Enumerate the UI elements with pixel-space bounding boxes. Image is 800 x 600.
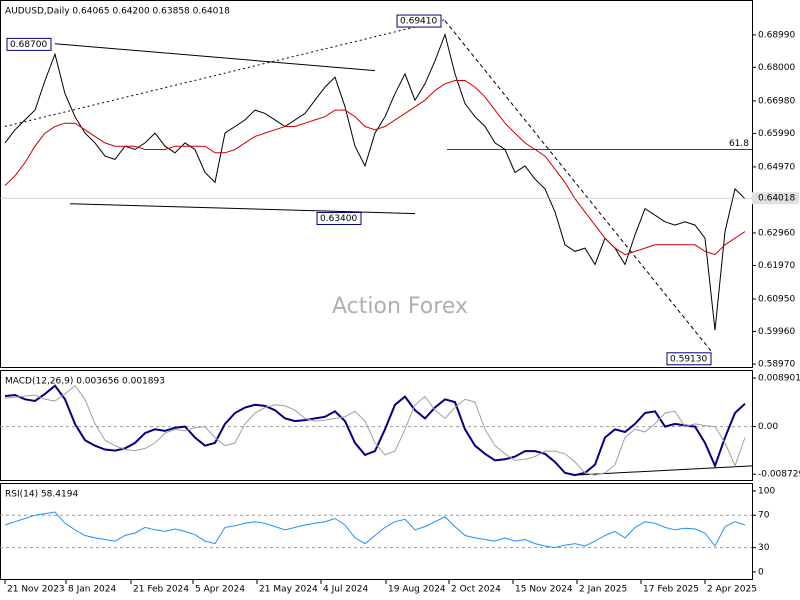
current-label: 0.64018 [758,194,795,204]
series-line [4,32,746,331]
annotation-box [6,37,52,51]
current-box [752,192,799,205]
y-tick-label: 0.58970 [758,360,795,370]
x-tick-label: 21 Nov 2023 [7,585,65,595]
x-tick-label: 2 Apr 2025 [707,585,757,595]
y-tick-label: -0.008729 [758,470,800,480]
y-tick-label: 0.68000 [758,63,795,73]
x-tick-label: 19 Aug 2024 [388,585,446,595]
annotation-box [316,212,362,226]
y-tick-label: 100 [758,486,775,496]
panel-title: RSI(14) 58.4194 [5,490,78,500]
annotation-box [396,14,442,28]
x-tick-label: 21 May 2024 [259,585,318,595]
y-tick-label: 0.61970 [758,261,795,271]
series-line [4,384,746,477]
fib-label: 61.8 [729,139,749,149]
annotation-box [666,352,712,366]
x-tick-label: 15 Nov 2024 [515,585,573,595]
y-tick-label: 0.68990 [758,30,795,40]
y-tick-label: 70 [758,511,770,521]
annotation-label: 0.69410 [400,17,437,27]
x-tick-label: 8 Jan 2024 [68,585,116,595]
y-tick-label: 0.00 [758,422,778,432]
y-tick-label: 0.65990 [758,129,795,139]
x-tick-label: 17 Feb 2025 [643,585,699,595]
trend-line [574,465,753,476]
annotation-label: 0.59130 [670,354,707,364]
annotation-label: 0.68700 [10,40,47,50]
x-tick-label: 2 Jan 2025 [579,585,627,595]
x-tick-label: 21 Feb 2024 [133,585,189,595]
panel-title: MACD(12,26,9) 0.003656 0.001893 [5,377,165,387]
series-line [4,384,746,476]
trend-line [4,19,446,127]
y-tick-label: 0.60950 [758,295,795,305]
y-tick-label: 0.008901 [758,374,800,384]
x-tick-label: 2 Oct 2024 [451,585,501,595]
trend-line [69,203,416,215]
y-tick-label: 30 [758,543,770,553]
trend-line [54,43,376,72]
x-tick-label: 4 Jul 2024 [323,585,368,595]
annotation-label: 0.63400 [320,214,357,224]
series-line [4,511,746,549]
trend-line [444,20,713,353]
y-tick-label: 0.59960 [758,327,795,337]
rsi-panel [0,483,753,580]
y-tick-label: 0.62960 [758,228,795,238]
x-tick-label: 5 Apr 2024 [195,585,245,595]
series-line [4,80,746,256]
y-tick-label: 0.66980 [758,96,795,106]
y-tick-label: 0 [758,567,764,577]
panel-title: AUDUSD,Daily 0.64065 0.64200 0.63858 0.6… [5,7,230,17]
y-tick-label: 0.64970 [758,162,795,172]
price-panel [0,0,753,368]
watermark: Action Forex [332,294,468,319]
macd-panel [0,370,753,481]
